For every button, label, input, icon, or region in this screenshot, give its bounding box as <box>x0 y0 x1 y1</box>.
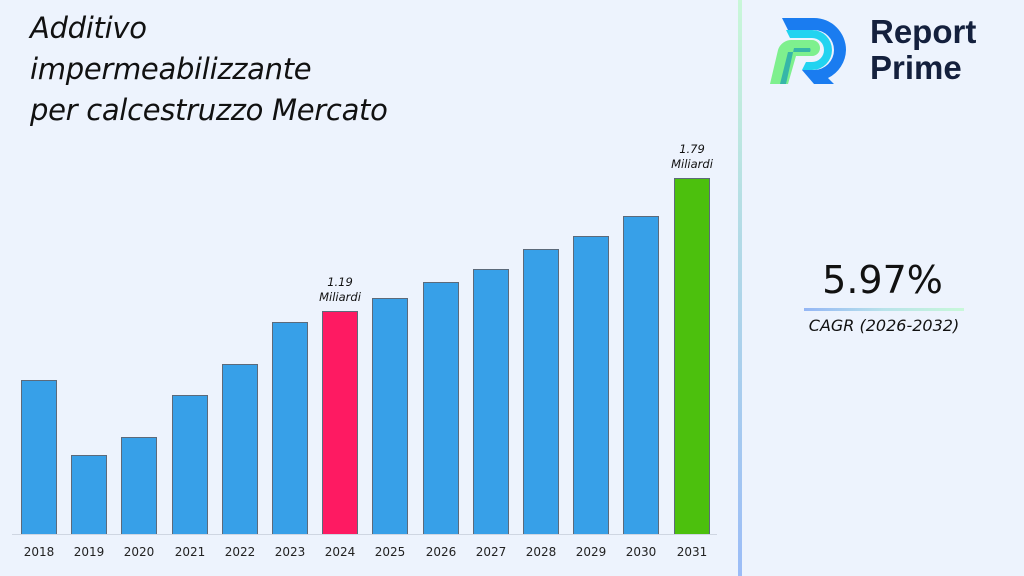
bar-2021 <box>172 395 208 534</box>
value-label-2024: 1.19 Miliardi <box>319 275 361 304</box>
x-tick-label: 2021 <box>174 545 206 559</box>
x-tick-label: 2020 <box>123 545 155 559</box>
bar-2023 <box>272 322 308 534</box>
value-label-2031: 1.79 Miliardi <box>671 142 713 171</box>
bar-2026 <box>423 282 459 534</box>
bar-2027 <box>473 269 509 534</box>
bar-2018 <box>21 380 57 534</box>
x-tick-label: 2025 <box>374 545 406 559</box>
brand-logo: Report Prime <box>766 14 1006 90</box>
x-tick-label: 2018 <box>23 545 55 559</box>
title-line-2: impermeabilizzante <box>30 52 312 86</box>
x-axis-line <box>12 534 717 535</box>
bar-2028 <box>523 249 559 534</box>
bar-2019 <box>71 455 107 534</box>
x-tick-label: 2026 <box>425 545 457 559</box>
title-line-1: Additivo <box>30 11 147 45</box>
bar-2025 <box>372 298 408 534</box>
vertical-divider <box>738 0 742 576</box>
bar-2020 <box>121 437 157 534</box>
brand-name: Report Prime <box>870 14 976 86</box>
bar-chart: 2018 2019 2020 2021 2022 2023 2024 1.19 Miliardi… <box>12 142 717 559</box>
x-tick-label: 2030 <box>625 545 657 559</box>
report-prime-logo-icon <box>770 18 846 84</box>
brand-name-line-1: Report <box>870 13 977 50</box>
title-line-3: per calcestruzzo Mercato <box>30 93 388 127</box>
cagr-label: CAGR (2026-2032) <box>808 316 960 335</box>
bar-2030 <box>623 216 659 534</box>
x-tick-label: 2022 <box>224 545 256 559</box>
x-tick-label: 2023 <box>274 545 306 559</box>
bar-2029 <box>573 236 609 534</box>
x-tick-label: 2029 <box>575 545 607 559</box>
bar-2024 <box>322 311 358 534</box>
bar-2022 <box>222 364 258 534</box>
x-tick-label: 2019 <box>73 545 105 559</box>
chart-title: Additivo impermeabilizzante per calcestr… <box>30 8 450 131</box>
cagr-value: 5.97% <box>822 258 943 302</box>
x-tick-label: 2031 <box>676 545 708 559</box>
brand-name-line-2: Prime <box>870 49 962 86</box>
cagr-underline <box>804 308 964 311</box>
x-tick-label: 2027 <box>475 545 507 559</box>
bar-2031 <box>674 178 710 534</box>
x-tick-label: 2028 <box>525 545 557 559</box>
x-tick-label: 2024 <box>324 545 356 559</box>
